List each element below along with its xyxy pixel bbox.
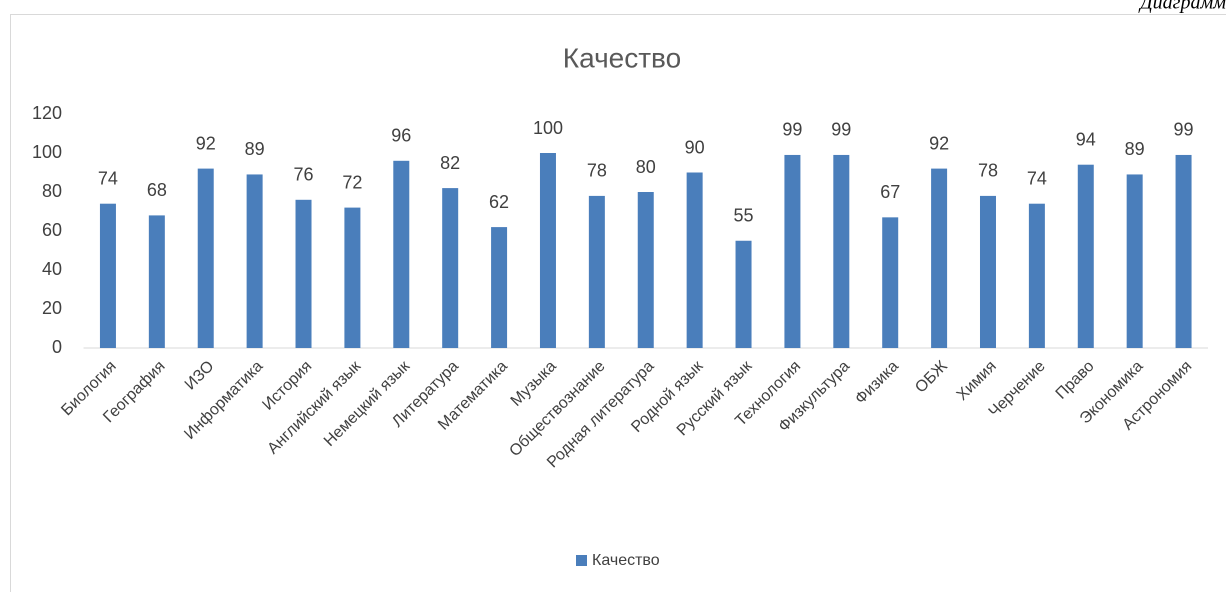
data-label: 76 xyxy=(293,165,313,185)
y-tick-label: 40 xyxy=(42,259,62,279)
bar xyxy=(980,196,996,348)
bar xyxy=(736,241,752,348)
data-label: 99 xyxy=(831,120,851,140)
data-label: 72 xyxy=(342,172,362,192)
bar xyxy=(540,153,556,348)
data-label: 92 xyxy=(929,133,949,153)
bar xyxy=(149,215,165,348)
y-tick-label: 80 xyxy=(42,181,62,201)
bar xyxy=(442,188,458,348)
bar xyxy=(198,169,214,348)
data-label: 80 xyxy=(636,157,656,177)
data-label: 78 xyxy=(587,161,607,181)
data-label: 68 xyxy=(147,180,167,200)
bar xyxy=(247,174,263,348)
bar xyxy=(296,200,312,348)
y-tick-label: 0 xyxy=(52,337,62,357)
bar xyxy=(1127,174,1143,348)
bar xyxy=(687,173,703,349)
data-label: 74 xyxy=(98,168,118,188)
bar xyxy=(344,208,360,348)
data-label: 89 xyxy=(1125,139,1145,159)
data-label: 82 xyxy=(440,153,460,173)
bar xyxy=(491,227,507,348)
bar xyxy=(931,169,947,348)
bar xyxy=(1029,204,1045,348)
bar xyxy=(589,196,605,348)
data-label: 94 xyxy=(1076,129,1096,149)
bar xyxy=(638,192,654,348)
data-label: 99 xyxy=(782,120,802,140)
legend-swatch xyxy=(576,555,587,566)
bar xyxy=(833,155,849,348)
bar xyxy=(784,155,800,348)
data-label: 92 xyxy=(196,133,216,153)
y-tick-label: 60 xyxy=(42,220,62,240)
data-label: 100 xyxy=(533,118,563,138)
bar xyxy=(100,204,116,348)
chart-title: Качество xyxy=(563,42,681,73)
legend-label: Качество xyxy=(592,552,660,569)
caption: Диаграмм xyxy=(1138,0,1226,14)
data-label: 89 xyxy=(245,139,265,159)
bar xyxy=(1176,155,1192,348)
bar xyxy=(1078,165,1094,348)
data-label: 90 xyxy=(685,137,705,157)
y-tick-label: 100 xyxy=(32,142,62,162)
data-label: 96 xyxy=(391,126,411,146)
data-label: 67 xyxy=(880,182,900,202)
bar xyxy=(393,161,409,348)
data-label: 55 xyxy=(734,206,754,226)
data-label: 78 xyxy=(978,161,998,181)
data-label: 99 xyxy=(1174,120,1194,140)
y-tick-label: 20 xyxy=(42,298,62,318)
y-tick-label: 120 xyxy=(32,103,62,123)
bar xyxy=(882,217,898,348)
data-label: 62 xyxy=(489,192,509,212)
data-label: 74 xyxy=(1027,168,1047,188)
